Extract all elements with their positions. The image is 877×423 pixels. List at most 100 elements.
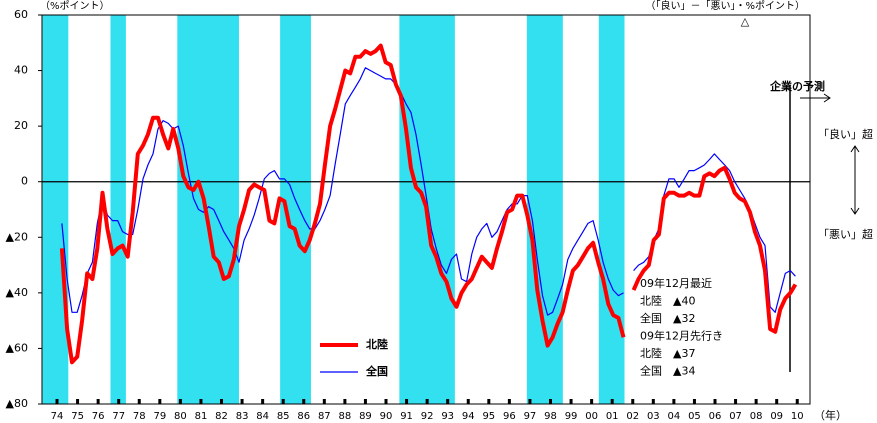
- x-tick: [692, 399, 696, 404]
- y-tick-label: 20: [14, 119, 28, 132]
- x-tick: [569, 399, 573, 404]
- y-tick-label: ▲60: [6, 341, 28, 354]
- x-tick: [549, 399, 553, 404]
- x-tick-label: 74: [51, 411, 64, 422]
- x-tick-label: 76: [92, 411, 105, 422]
- x-tick: [240, 399, 244, 404]
- x-tick: [96, 399, 100, 404]
- x-tick-label: 05: [688, 411, 701, 422]
- x-tick-label: 03: [647, 411, 660, 422]
- x-unit: （年）: [814, 408, 847, 422]
- x-tick: [76, 399, 80, 404]
- x-tick: [775, 399, 779, 404]
- x-tick-label: 98: [544, 411, 557, 422]
- x-tick-label: 91: [400, 411, 413, 422]
- x-tick-label: 89: [359, 411, 372, 422]
- x-tick-label: 97: [524, 411, 537, 422]
- y-unit: （%ポイント）: [40, 0, 110, 12]
- x-tick-label: 94: [462, 411, 475, 422]
- x-tick: [425, 399, 429, 404]
- x-tick-label: 99: [565, 411, 578, 422]
- x-tick: [363, 399, 367, 404]
- x-tick-label: 04: [668, 411, 681, 422]
- x-tick: [528, 399, 532, 404]
- shaded-period: [526, 15, 563, 404]
- shaded-period: [177, 15, 239, 404]
- x-tick: [487, 399, 491, 404]
- x-tick-label: 88: [339, 411, 352, 422]
- x-tick: [302, 399, 306, 404]
- x-tick-label: 93: [441, 411, 454, 422]
- x-tick-label: 83: [236, 411, 249, 422]
- shaded-period: [598, 15, 625, 404]
- x-tick-label: 00: [585, 411, 598, 422]
- shaded-period: [42, 15, 69, 404]
- x-tick-label: 06: [709, 411, 722, 422]
- x-tick: [405, 399, 409, 404]
- x-tick-label: 90: [380, 411, 393, 422]
- y-tick-label: 60: [14, 8, 28, 21]
- x-tick: [322, 399, 326, 404]
- data-line: [59, 43, 798, 365]
- x-tick-label: 79: [153, 411, 166, 422]
- x-tick: [651, 399, 655, 404]
- x-tick: [466, 399, 470, 404]
- x-tick: [795, 399, 799, 404]
- info-text: 全国 ▲32: [640, 311, 695, 325]
- x-tick-label: 80: [174, 411, 187, 422]
- legend-label: 北陸: [366, 337, 388, 351]
- arrows: [800, 93, 860, 215]
- y-tick-label: 0: [21, 175, 28, 188]
- x-tick-label: 92: [421, 411, 434, 422]
- info-text: 北陸 ▲40: [640, 295, 695, 308]
- x-tick: [713, 399, 717, 404]
- forecast-label: 企業の予測: [769, 79, 825, 93]
- x-tick-label: 08: [750, 411, 763, 422]
- x-tick-label: 82: [215, 411, 228, 422]
- right-unit: （「良い」－「悪い」・%ポイント）: [645, 0, 805, 12]
- x-tick: [631, 399, 635, 404]
- x-tick-label: 75: [71, 411, 84, 422]
- y-tick-label: ▲40: [6, 286, 28, 299]
- x-tick: [117, 399, 121, 404]
- y-tick-label: 40: [14, 64, 28, 77]
- x-tick: [220, 399, 224, 404]
- x-tick: [754, 399, 758, 404]
- info-text: 09年12月最近: [640, 276, 712, 290]
- x-tick: [281, 399, 285, 404]
- x-tick-label: 02: [626, 411, 639, 422]
- x-tick-label: 86: [297, 411, 310, 422]
- triangle-note: △: [741, 15, 750, 28]
- x-tick: [384, 399, 388, 404]
- x-tick: [199, 399, 203, 404]
- good-label: 「良い」超: [818, 127, 873, 141]
- x-tick: [137, 399, 141, 404]
- x-tick: [343, 399, 347, 404]
- info-text: 北陸 ▲37: [640, 347, 695, 360]
- bad-label: 「悪い」超: [818, 227, 873, 241]
- x-tick: [590, 399, 594, 404]
- legend-label: 全国: [365, 364, 388, 378]
- x-tick: [178, 399, 182, 404]
- x-tick: [610, 399, 614, 404]
- shaded-period: [110, 15, 126, 404]
- x-tick: [158, 399, 162, 404]
- y-tick-label: ▲20: [6, 230, 28, 243]
- x-tick-label: 07: [729, 411, 742, 422]
- x-tick: [507, 399, 511, 404]
- x-tick-label: 09: [770, 411, 783, 422]
- x-tick: [446, 399, 450, 404]
- x-tick: [55, 399, 59, 404]
- x-tick-label: 10: [791, 411, 804, 422]
- x-tick-label: 01: [606, 411, 619, 422]
- x-tick: [261, 399, 265, 404]
- info-text: 09年12月先行き: [640, 329, 723, 343]
- x-tick-label: 81: [195, 411, 208, 422]
- x-tick-label: 78: [133, 411, 146, 422]
- x-tick: [734, 399, 738, 404]
- x-tick-label: 95: [482, 411, 495, 422]
- x-tick-label: 96: [503, 411, 516, 422]
- x-tick-label: 84: [256, 411, 269, 422]
- x-tick: [672, 399, 676, 404]
